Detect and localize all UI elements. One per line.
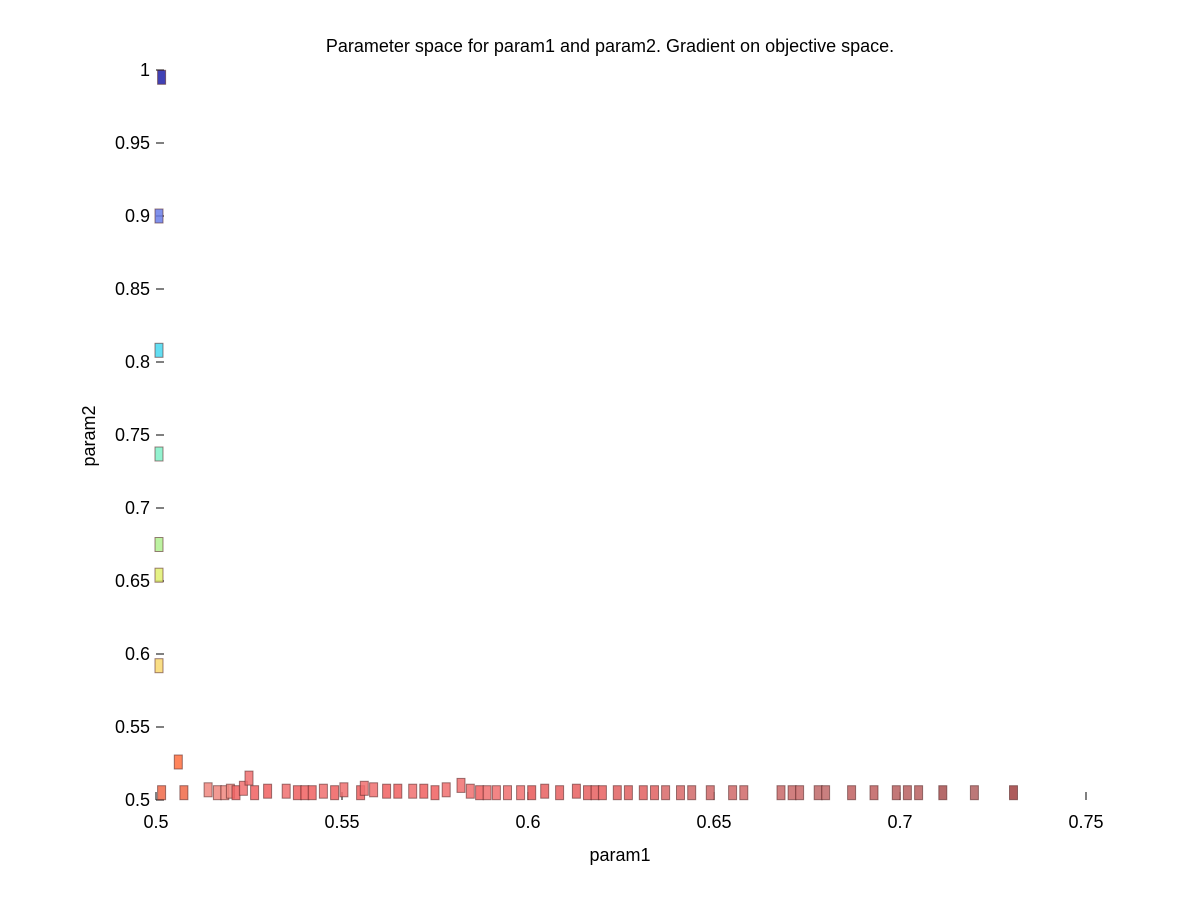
data-point <box>571 783 581 799</box>
data-point <box>369 782 379 798</box>
x-tick-label: 0.65 <box>696 812 731 832</box>
data-point <box>263 783 273 799</box>
data-point <box>739 785 749 801</box>
data-point <box>516 785 526 801</box>
data-point <box>281 783 291 799</box>
data-point <box>650 785 659 801</box>
data-point <box>902 785 912 801</box>
data-point <box>938 785 948 801</box>
data-point <box>330 785 340 801</box>
y-tick-label: 0.6 <box>125 644 150 664</box>
y-axis-title: param2 <box>79 405 99 466</box>
x-tick-label: 0.75 <box>1068 812 1103 832</box>
data-point <box>623 785 633 801</box>
y-tick-label: 0.85 <box>115 279 150 299</box>
x-tick-label: 0.6 <box>515 812 540 832</box>
data-point <box>821 785 831 801</box>
data-point <box>300 785 310 801</box>
y-tick-label: 0.55 <box>115 717 150 737</box>
data-point <box>776 785 786 801</box>
x-axis: 0.5 0.55 0.6 0.65 0.7 0.75 <box>143 792 1104 832</box>
data-point <box>687 785 697 801</box>
data-point <box>419 783 429 799</box>
x-tick-label: 0.7 <box>887 812 912 832</box>
data-point <box>173 754 183 770</box>
data-point <box>430 785 440 801</box>
data-point <box>203 782 213 798</box>
data-point <box>813 785 823 801</box>
chart-title: Parameter space for param1 and param2. G… <box>326 36 894 56</box>
data-point <box>393 783 403 799</box>
data-point <box>408 783 418 799</box>
data-point <box>597 785 607 801</box>
y-tick-label: 1 <box>140 60 150 80</box>
data-point <box>154 658 164 674</box>
data-point <box>154 537 164 552</box>
y-axis: 0.5 0.55 0.6 0.65 0.7 0.75 0.8 0.85 0.9 0.95 1 <box>115 60 164 810</box>
data-point <box>847 785 857 801</box>
data-point <box>318 783 328 799</box>
x-tick-label: 0.55 <box>324 812 359 832</box>
y-tick-label: 0.75 <box>115 425 150 445</box>
data-point <box>231 785 241 801</box>
data-point <box>482 785 492 801</box>
y-tick-label: 0.65 <box>115 571 150 591</box>
data-point <box>1009 785 1018 801</box>
data-point <box>157 785 167 801</box>
data-point <box>212 785 222 801</box>
y-tick-label: 0.8 <box>125 352 150 372</box>
x-tick-label: 0.5 <box>143 812 168 832</box>
y-tick-label: 0.5 <box>125 790 150 810</box>
data-point <box>795 785 805 801</box>
data-point <box>154 208 164 224</box>
data-point <box>540 783 550 799</box>
data-point <box>157 69 167 85</box>
data-point <box>969 785 979 801</box>
data-point <box>441 782 451 798</box>
data-point <box>179 785 189 801</box>
data-point <box>339 782 349 798</box>
data-point <box>456 777 466 793</box>
data-point <box>787 785 797 801</box>
data-point <box>238 780 248 796</box>
data-point <box>590 785 600 801</box>
data-point <box>583 785 592 801</box>
data-point <box>503 785 512 801</box>
data-point <box>555 785 565 801</box>
data-point <box>244 770 254 786</box>
data-point <box>382 783 392 799</box>
data-point <box>359 780 369 796</box>
data-point <box>491 785 501 801</box>
data-point <box>869 785 879 801</box>
data-point <box>661 785 671 801</box>
data-point <box>154 567 164 583</box>
data-point <box>292 785 302 801</box>
data-point <box>154 446 164 462</box>
y-tick-label: 0.9 <box>125 206 150 226</box>
data-point <box>728 785 738 801</box>
y-tick-label: 0.95 <box>115 133 150 153</box>
data-point <box>527 785 537 801</box>
data-point <box>250 785 260 801</box>
data-point <box>676 785 685 801</box>
data-point <box>612 785 622 801</box>
data-point <box>465 783 475 799</box>
data-point <box>638 785 648 801</box>
x-axis-title: param1 <box>589 845 650 865</box>
y-tick-label: 0.7 <box>125 498 150 518</box>
data-point <box>914 785 924 801</box>
data-point <box>705 785 715 801</box>
data-point <box>475 785 485 801</box>
data-point <box>891 785 901 801</box>
data-points <box>154 69 1018 801</box>
data-point <box>154 342 164 358</box>
data-point <box>307 785 317 801</box>
